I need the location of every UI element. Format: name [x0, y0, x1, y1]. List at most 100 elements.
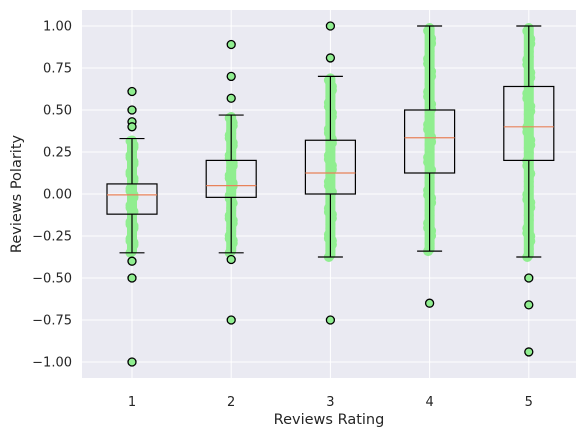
data-point — [125, 219, 136, 230]
data-point — [224, 193, 235, 204]
y-tick-label: −0.25 — [32, 230, 72, 245]
data-point — [525, 106, 536, 117]
outlier-point — [127, 86, 137, 97]
box-group-3 — [304, 21, 356, 325]
outlier-point — [524, 300, 534, 310]
y-tick-label: 0.50 — [43, 104, 72, 119]
outlier-point — [424, 298, 435, 308]
data-point — [323, 233, 334, 244]
data-point — [525, 72, 536, 83]
data-point — [523, 147, 534, 158]
data-point — [326, 138, 337, 149]
data-point — [423, 124, 434, 135]
data-point — [426, 38, 437, 49]
data-point — [525, 236, 536, 247]
outlier-point — [226, 39, 236, 50]
data-point — [227, 140, 238, 151]
data-point — [426, 71, 437, 82]
box-iqr — [106, 183, 158, 215]
data-point — [323, 206, 334, 217]
outlier-point — [325, 53, 336, 63]
data-point — [423, 91, 434, 102]
x-tick-label: 1 — [128, 395, 136, 410]
data-point — [525, 168, 536, 179]
data-point — [426, 136, 437, 147]
x-tick-label: 2 — [227, 395, 235, 410]
data-point — [423, 58, 434, 69]
box-iqr — [304, 139, 356, 195]
data-point — [522, 194, 533, 205]
data-point — [323, 75, 334, 86]
data-point — [326, 164, 337, 175]
box-group-2 — [205, 39, 257, 325]
x-axis-label: Reviews Rating — [274, 412, 385, 428]
outlier-point — [226, 71, 236, 82]
data-point — [525, 38, 536, 49]
data-point — [426, 230, 437, 241]
data-point — [424, 111, 435, 122]
box-iqr — [503, 85, 555, 162]
outlier-point — [226, 315, 236, 325]
data-point — [522, 25, 533, 36]
box-group-5 — [503, 23, 555, 357]
data-point — [128, 159, 139, 170]
data-point — [326, 111, 337, 122]
x-tick-labels: 1 2 3 4 5 — [128, 395, 533, 410]
outlier-point — [524, 273, 534, 283]
data-point — [323, 180, 334, 191]
x-tick-label: 5 — [525, 395, 533, 410]
data-point — [525, 202, 536, 213]
data-point — [522, 160, 533, 171]
outlier-point — [226, 254, 236, 265]
box-iqr — [404, 109, 456, 174]
data-point — [326, 85, 337, 96]
data-point — [426, 104, 437, 115]
outlier-point — [226, 93, 236, 103]
data-point — [128, 192, 139, 203]
outlier-point — [127, 256, 137, 266]
y-tick-label: 1.00 — [43, 20, 72, 35]
data-point — [224, 213, 235, 224]
data-point — [224, 233, 235, 244]
outlier-point — [127, 357, 137, 367]
data-point — [522, 127, 533, 138]
data-point — [424, 144, 435, 155]
outlier-point — [127, 105, 137, 115]
y-tick-label: 0.75 — [43, 62, 72, 77]
x-tick-label: 3 — [326, 395, 334, 410]
data-point — [423, 222, 434, 233]
data-point — [522, 93, 533, 104]
y-tick-labels: −1.00 −0.75 −0.50 −0.25 0.00 0.25 0.50 0.75 1.00 — [32, 20, 72, 371]
data-point — [323, 127, 334, 138]
outlier-point — [524, 347, 534, 357]
data-point — [125, 235, 136, 246]
y-axis-label: Reviews Polarity — [9, 135, 25, 254]
data-point — [125, 202, 136, 213]
outlier-point — [127, 122, 137, 132]
data-point — [426, 197, 437, 208]
box-iqr — [205, 159, 257, 198]
data-point — [224, 173, 235, 184]
y-tick-label: −0.75 — [32, 314, 72, 329]
data-point — [128, 175, 139, 186]
data-point — [423, 190, 434, 201]
outlier-point — [325, 315, 336, 325]
box-group-1 — [106, 86, 158, 367]
box-group-4 — [404, 23, 456, 308]
data-point — [423, 25, 434, 36]
data-point — [522, 228, 533, 239]
y-tick-label: 0.25 — [43, 146, 72, 161]
x-tick-label: 4 — [425, 395, 433, 410]
data-point — [423, 157, 434, 168]
y-tick-label: 0.00 — [43, 188, 72, 203]
y-tick-label: −1.00 — [32, 356, 72, 371]
data-point — [227, 120, 238, 131]
data-point — [227, 160, 238, 171]
data-point — [525, 139, 536, 150]
data-point — [523, 114, 534, 125]
outlier-point — [127, 273, 137, 283]
outlier-point — [325, 21, 336, 31]
box-series — [106, 21, 555, 367]
y-tick-label: −0.50 — [32, 272, 72, 287]
